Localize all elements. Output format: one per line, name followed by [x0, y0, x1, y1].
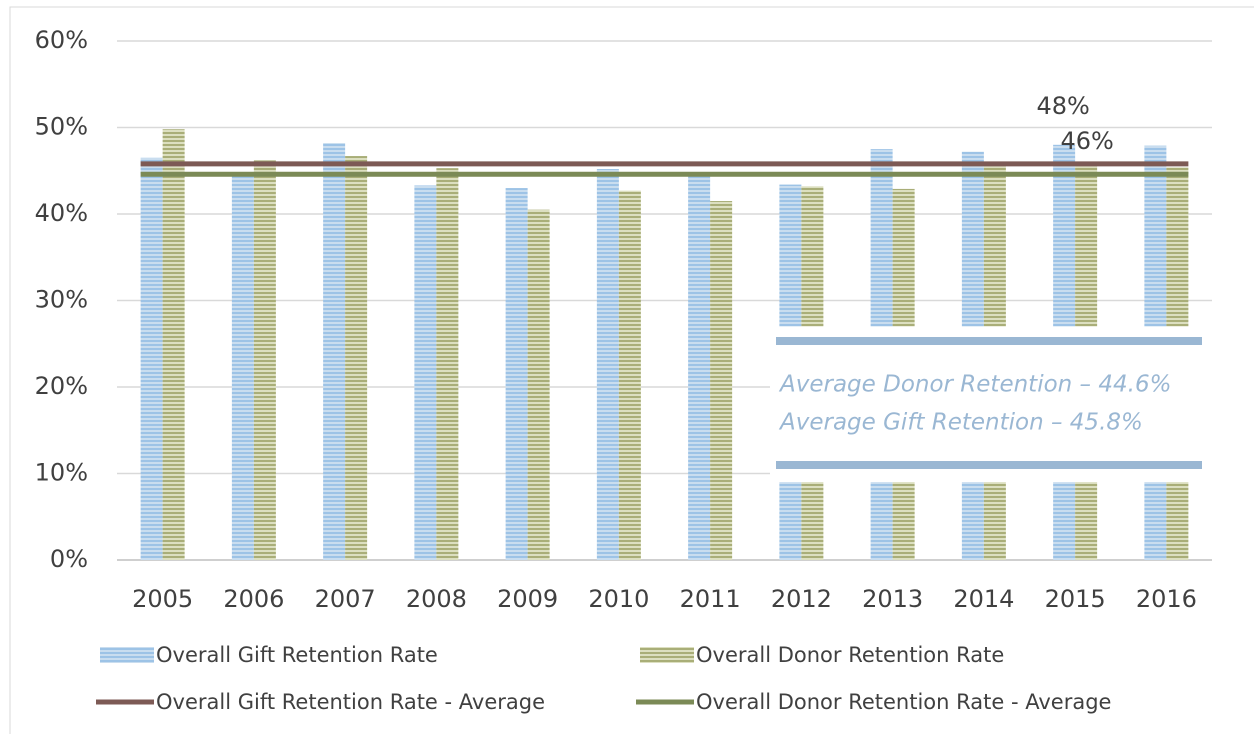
x-tick-label: 2015	[1045, 585, 1106, 613]
x-tick-label: 2007	[315, 585, 376, 613]
frame	[9, 6, 1254, 734]
bar	[596, 169, 619, 560]
data-label: 48%	[1036, 92, 1089, 120]
bar	[231, 172, 254, 561]
legend-label: Overall Gift Retention Rate	[156, 643, 438, 667]
annotation: Average Donor Retention – 44.6%	[778, 372, 1171, 398]
y-tick-label: 40%	[35, 199, 88, 227]
bar	[140, 157, 163, 560]
y-tick-label: 20%	[35, 372, 88, 400]
annotation-box	[770, 326, 1212, 483]
bar	[345, 156, 368, 561]
annotation: Average Gift Retention – 45.8%	[778, 410, 1143, 436]
legend-swatch	[100, 647, 154, 663]
bar	[527, 209, 550, 561]
bar	[436, 168, 459, 560]
bar	[323, 143, 346, 560]
data-label: 46%	[1060, 127, 1113, 155]
x-tick-label: 2005	[132, 585, 193, 613]
legend-label: Overall Donor Retention Rate	[696, 643, 1004, 667]
legend-label: Overall Gift Retention Rate - Average	[156, 690, 545, 714]
bar	[505, 188, 528, 561]
bar	[710, 201, 733, 560]
bar	[688, 172, 711, 561]
x-tick-label: 2010	[588, 585, 649, 613]
x-tick-label: 2012	[771, 585, 832, 613]
y-tick-label: 30%	[35, 286, 88, 314]
bar	[253, 160, 276, 560]
legend-swatch	[640, 647, 694, 663]
x-tick-label: 2009	[497, 585, 558, 613]
bar	[618, 190, 641, 560]
y-tick-label: 10%	[35, 459, 88, 487]
legend-label: Overall Donor Retention Rate - Average	[696, 690, 1111, 714]
y-tick-label: 0%	[50, 545, 88, 573]
x-tick-label: 2011	[680, 585, 741, 613]
x-tick-label: 2014	[953, 585, 1014, 613]
bar	[414, 185, 437, 560]
x-tick-label: 2013	[862, 585, 923, 613]
x-tick-label: 2016	[1136, 585, 1197, 613]
y-tick-label: 50%	[35, 113, 88, 141]
x-tick-label: 2006	[223, 585, 284, 613]
bar	[162, 129, 185, 561]
x-tick-label: 2008	[406, 585, 467, 613]
y-tick-label: 60%	[35, 26, 88, 54]
